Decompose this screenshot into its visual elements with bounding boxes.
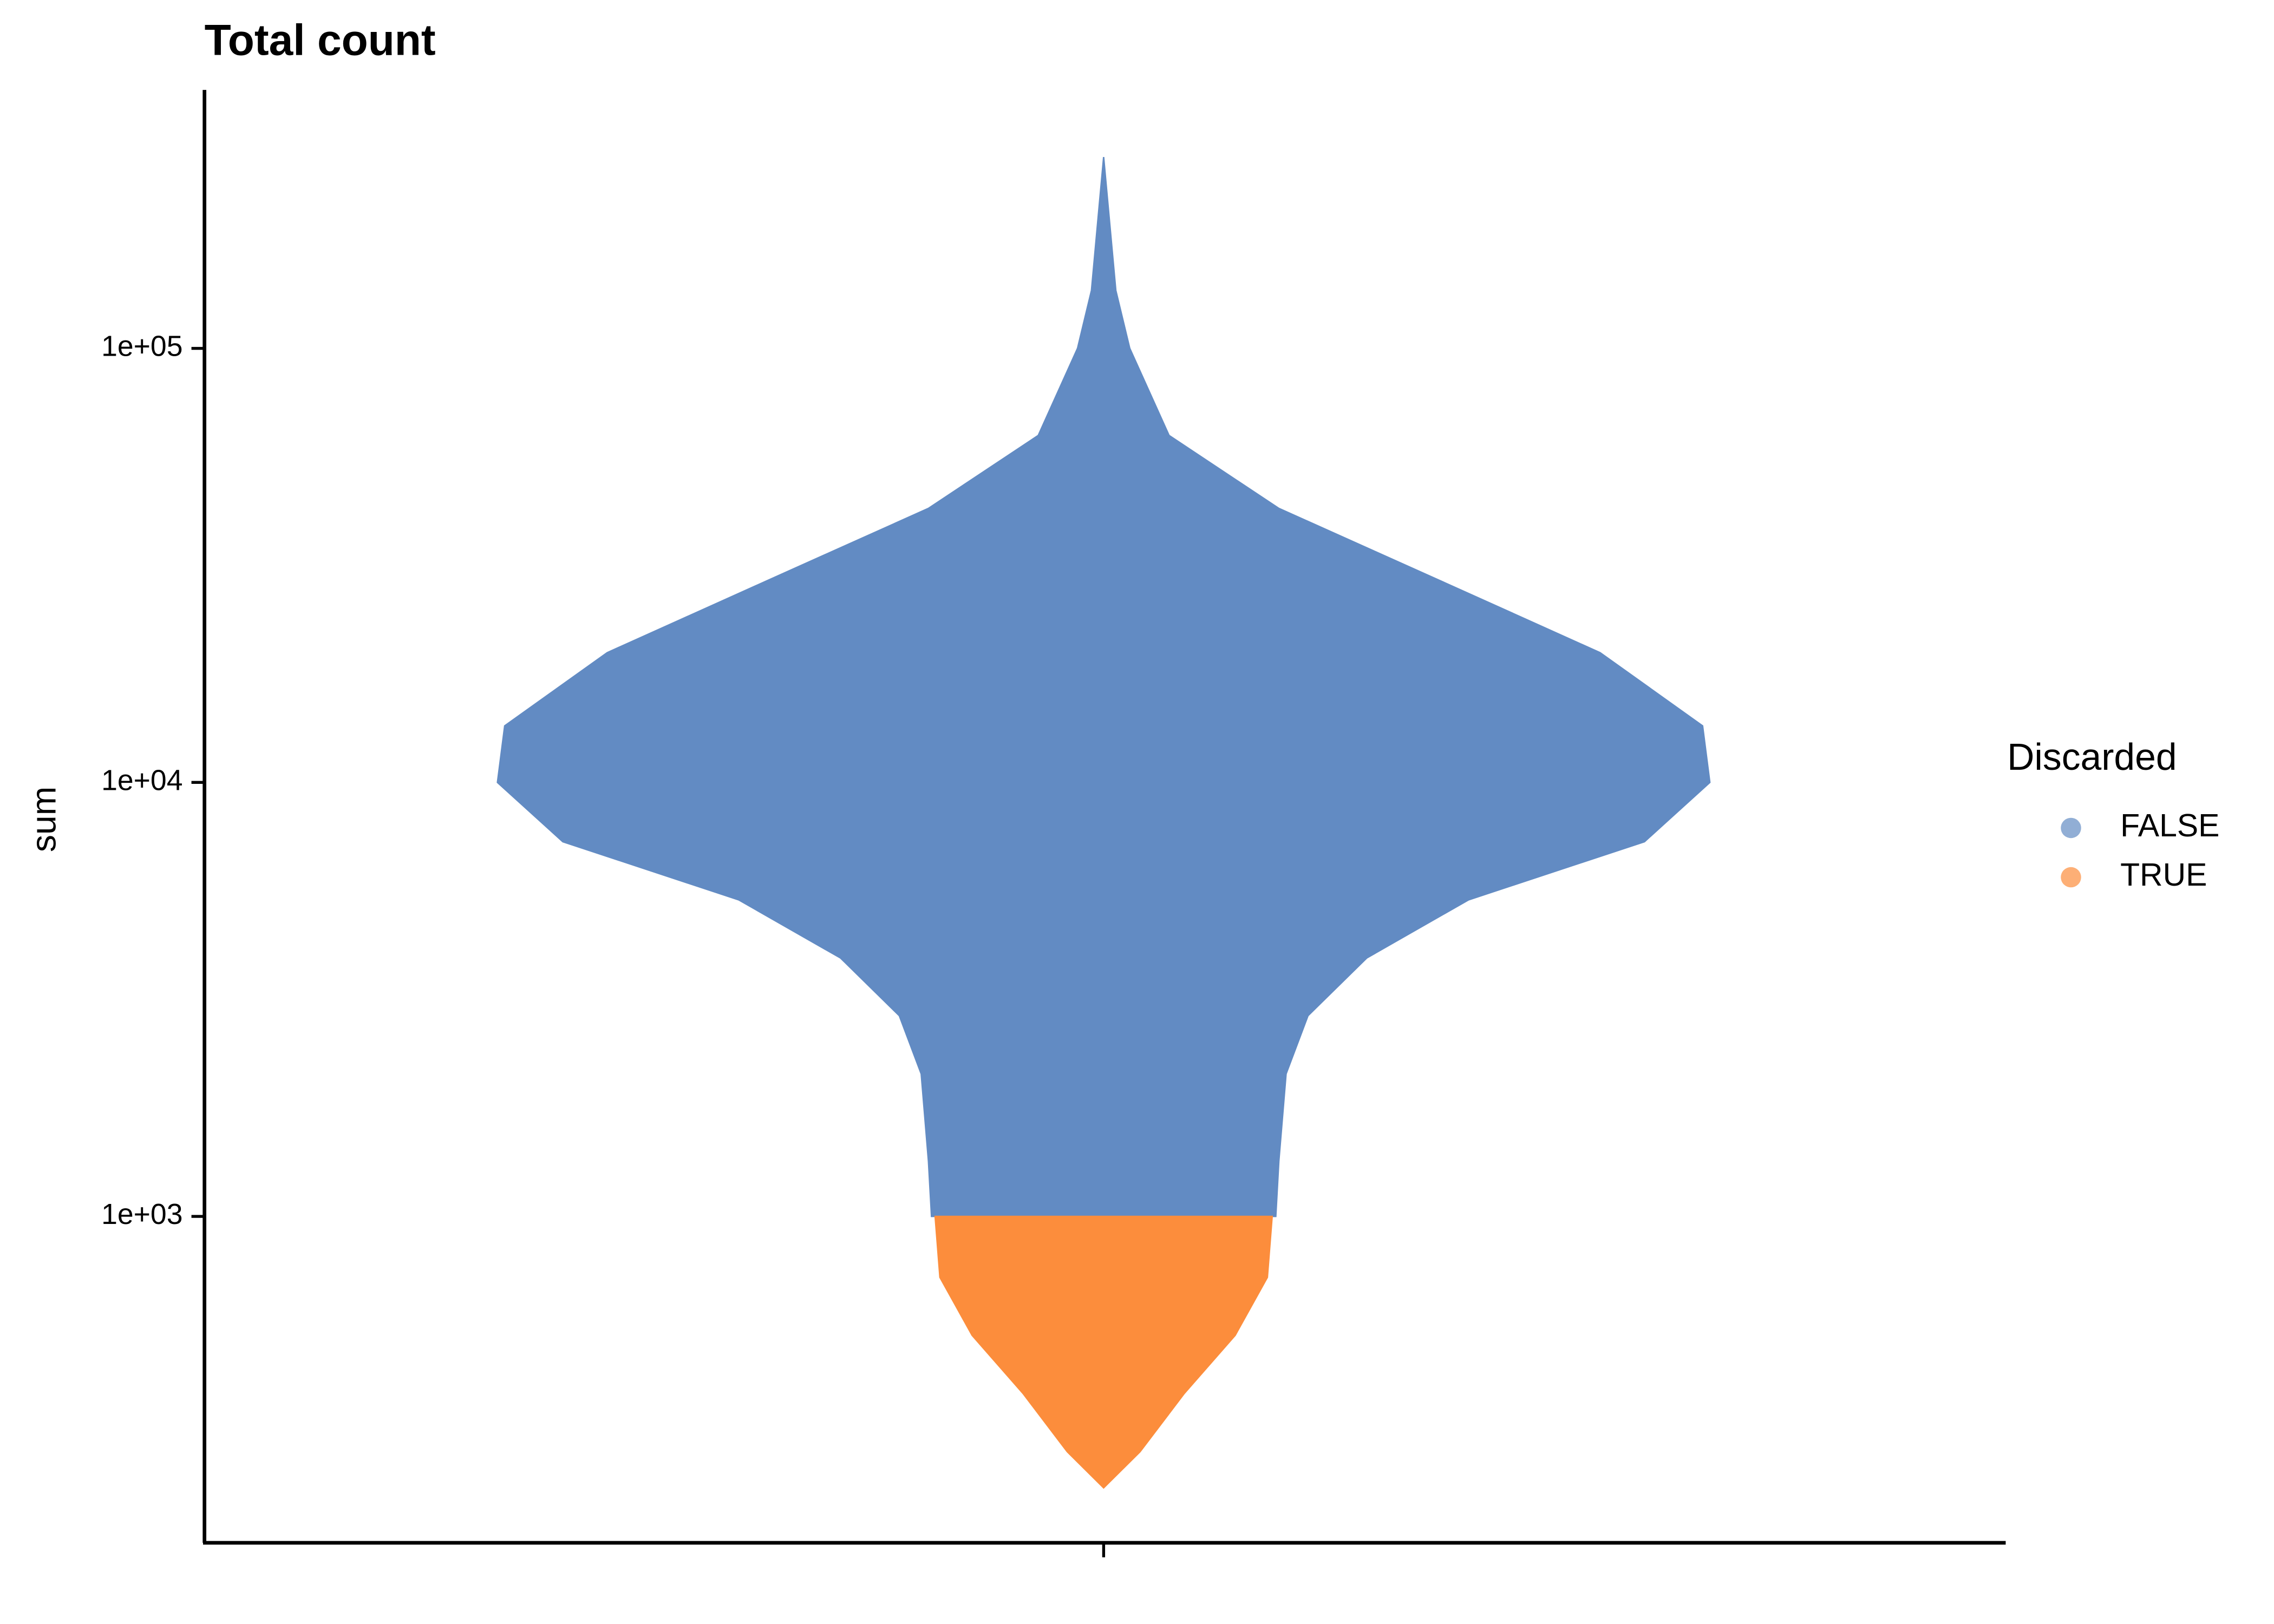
legend-label: FALSE xyxy=(2120,808,2219,843)
y-axis-label: sum xyxy=(24,787,63,852)
y-tick-label: 1e+05 xyxy=(101,331,182,363)
legend-label: TRUE xyxy=(2120,857,2207,893)
legend-marker xyxy=(2061,817,2081,839)
violin xyxy=(934,1215,1273,1489)
y-tick-label: 1e+04 xyxy=(101,764,182,796)
legend-marker xyxy=(2061,867,2081,888)
chart-title: Total count xyxy=(205,16,436,65)
y-tick-label: 1e+03 xyxy=(101,1199,182,1230)
legend-title: Discarded xyxy=(2007,736,2177,778)
violin xyxy=(496,156,1711,1217)
